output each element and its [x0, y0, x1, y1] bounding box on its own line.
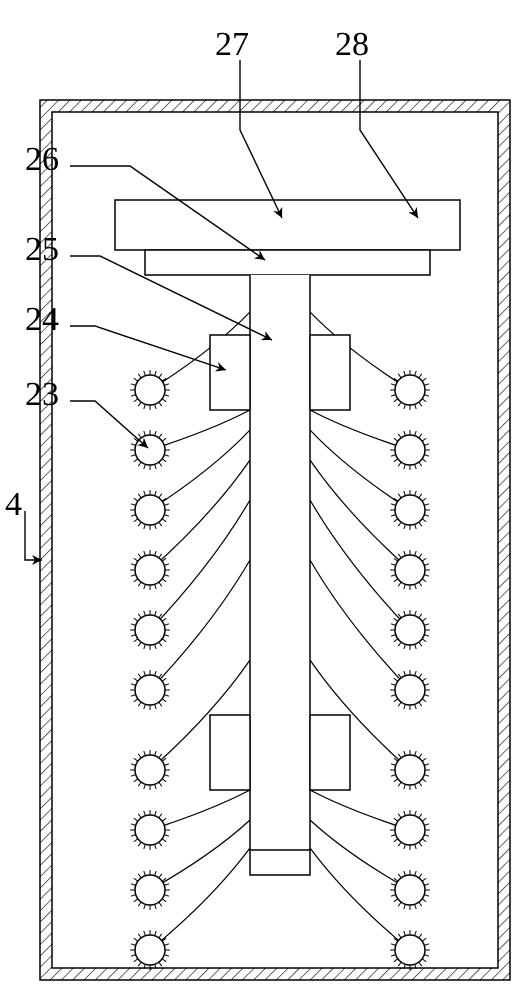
shaft-fill: [250, 275, 310, 850]
lbl-28-text: 28: [335, 26, 369, 63]
shaft-block: [310, 335, 350, 410]
shaft-block: [210, 715, 250, 790]
lbl-26-text: 26: [25, 141, 59, 178]
lbl-25-text: 25: [25, 231, 59, 268]
sub-plate: [145, 250, 430, 275]
shaft-block: [310, 715, 350, 790]
lbl-4: 4: [5, 486, 42, 560]
top-plate: [115, 200, 460, 250]
shaft-foot: [250, 850, 310, 875]
lbl-23-text: 23: [25, 376, 59, 413]
shaft-block: [210, 335, 250, 410]
lbl-24-text: 24: [25, 301, 59, 338]
lbl-27-text: 27: [215, 26, 249, 63]
lbl-4-text: 4: [5, 486, 22, 523]
